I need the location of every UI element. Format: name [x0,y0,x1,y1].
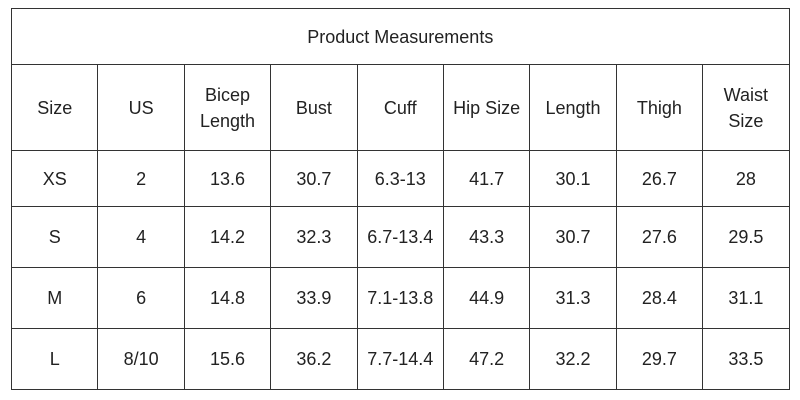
data-cell: 8/10 [97,328,185,390]
data-cell: 29.7 [615,328,704,390]
data-cell: 6.3-13 [356,150,444,207]
data-cell: 28 [702,150,790,207]
data-cell: 2 [97,150,185,207]
table-title: Product Measurements [11,8,790,65]
header-cell: Hip Size [442,64,531,151]
data-cell: 15.6 [183,328,272,390]
data-cell: 36.2 [270,328,358,390]
header-cell: US [97,64,185,151]
data-cell: 13.6 [183,150,272,207]
data-cell: XS [10,150,99,207]
header-cell: Cuff [356,64,444,151]
data-cell: 14.2 [183,206,272,268]
data-cell: M [10,267,99,329]
header-cell: Thigh [615,64,704,151]
header-row: Size US Bicep Length Bust Cuff Hip Size Length… [10,64,790,151]
data-cell: 27.6 [615,206,704,268]
data-row: XS 2 13.6 30.7 6.3-13 41.7 30.1 26.7 28 [10,150,790,207]
header-cell: Bicep Length [183,64,272,151]
title-row: Product Measurements [11,8,790,65]
data-cell: 32.3 [270,206,358,268]
data-cell: 7.7-14.4 [356,328,444,390]
data-row: L 8/10 15.6 36.2 7.7-14.4 47.2 32.2 29.7 33.5 [10,328,790,390]
measurement-table: Product Measurements Size US Bicep Length B… [10,8,790,390]
header-cell: Length [529,64,617,151]
data-cell: 30.7 [529,206,617,268]
header-cell: Waist Size [702,64,790,151]
header-cell: Bust [270,64,358,151]
data-cell: 33.9 [270,267,358,329]
data-cell: 14.8 [183,267,272,329]
data-cell: 29.5 [702,206,790,268]
data-cell: 26.7 [615,150,704,207]
data-cell: 47.2 [442,328,531,390]
data-cell: 33.5 [702,328,790,390]
table-container: Product Measurements Size US Bicep Length B… [10,8,790,390]
data-cell: 43.3 [442,206,531,268]
header-cell: Size [10,64,99,151]
data-cell: 28.4 [615,267,704,329]
data-cell: 6 [97,267,185,329]
data-cell: 31.3 [529,267,617,329]
data-cell: L [10,328,99,390]
data-cell: 7.1-13.8 [356,267,444,329]
data-cell: 41.7 [442,150,531,207]
data-cell: 30.7 [270,150,358,207]
data-cell: 6.7-13.4 [356,206,444,268]
data-cell: S [10,206,99,268]
data-row: S 4 14.2 32.3 6.7-13.4 43.3 30.7 27.6 29.5 [10,206,790,268]
data-cell: 30.1 [529,150,617,207]
data-cell: 4 [97,206,185,268]
data-row: M 6 14.8 33.9 7.1-13.8 44.9 31.3 28.4 31.1 [10,267,790,329]
data-cell: 32.2 [529,328,617,390]
data-cell: 44.9 [442,267,531,329]
data-cell: 31.1 [702,267,790,329]
